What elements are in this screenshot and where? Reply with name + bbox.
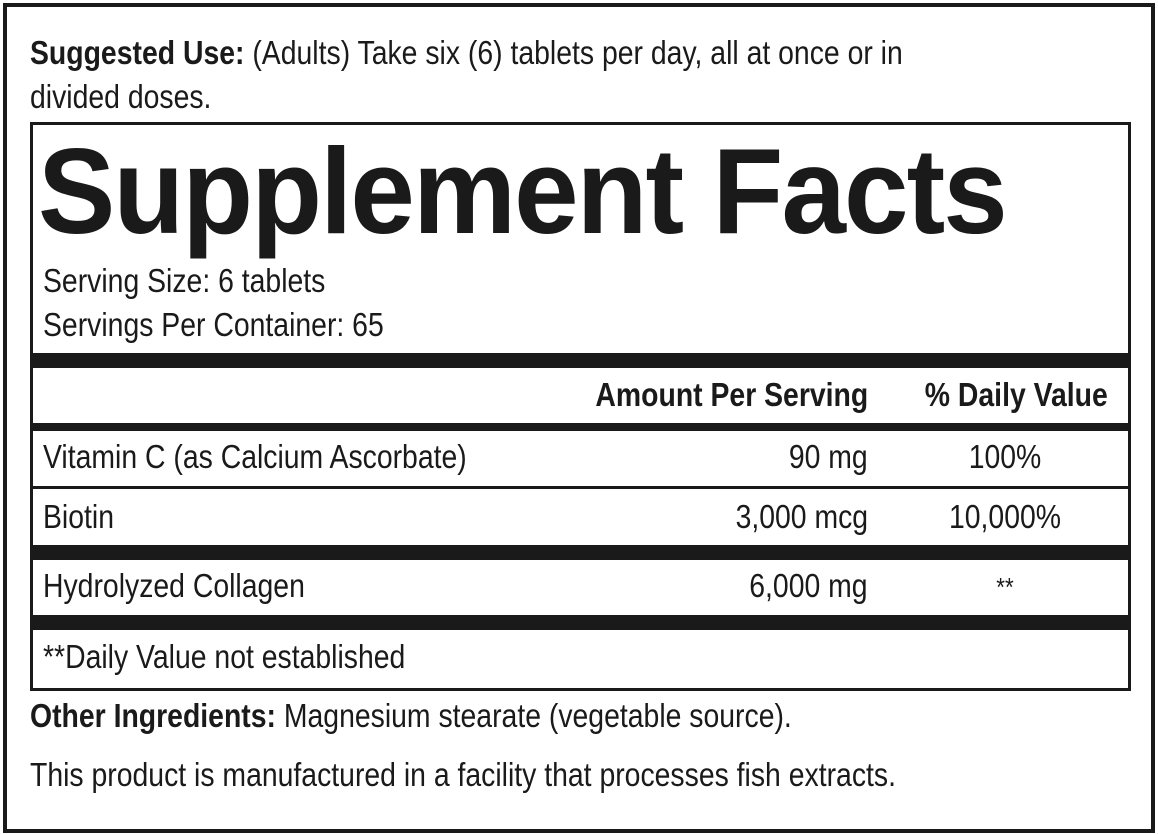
panel-title: Supplement Facts [38,123,1008,259]
footnote: **Daily Value not established [43,638,406,675]
servings-per-container: Servings Per Container: 65 [43,306,384,343]
suggested-use-text: (Adults) Take six (6) tablets per day, a… [244,34,903,71]
row-amount: 90 mg [789,438,868,475]
row-amount: 6,000 mg [749,567,868,604]
suggested-use-label: Suggested Use: [30,34,245,71]
divider-thick [30,353,1131,368]
row-name: Vitamin C (as Calcium Ascorbate) [43,438,467,475]
row-amount: 3,000 mcg [735,498,868,535]
row-name: Biotin [43,498,115,535]
header-amount: Amount Per Serving [595,376,868,413]
suggested-use: Suggested Use: (Adults) Take six (6) tab… [30,36,903,69]
allergen-statement: This product is manufactured in a facili… [30,756,896,793]
divider-thick [30,615,1131,630]
row-dv: 10,000% [948,498,1062,535]
other-ingredients-label: Other Ingredients: [30,697,276,734]
header-daily-value: % Daily Value [925,376,1108,413]
divider-thick [30,545,1131,560]
divider-thin [30,486,1131,489]
row-dv: ** [996,572,1014,602]
other-ingredients-text: Magnesium stearate (vegetable source). [275,697,792,734]
label-border [3,3,1155,833]
divider-medium [30,423,1131,431]
suggested-use-text-2: divided doses. [30,78,212,115]
other-ingredients: Other Ingredients: Magnesium stearate (v… [30,699,792,732]
supplement-facts-panel [30,122,1131,691]
row-dv: 100% [968,438,1042,475]
serving-size: Serving Size: 6 tablets [43,262,326,299]
row-name: Hydrolyzed Collagen [43,567,305,604]
